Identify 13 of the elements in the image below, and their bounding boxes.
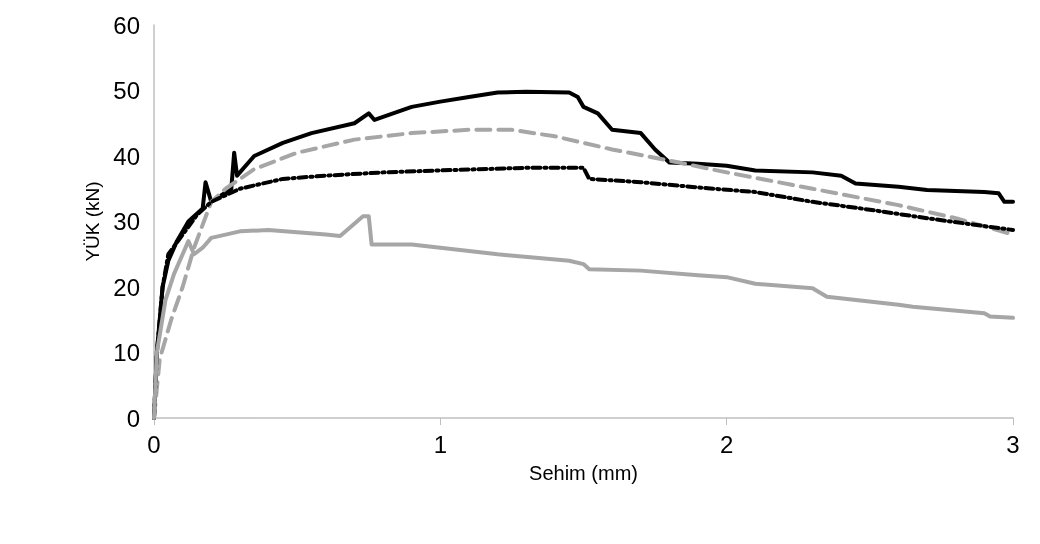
y-tick-label: 20 <box>113 273 140 301</box>
x-tick-label: 1 <box>433 430 448 458</box>
x-tick-label: 2 <box>719 430 734 458</box>
y-tick-label: 40 <box>113 142 140 170</box>
y-tick-label: 50 <box>113 77 140 104</box>
y-tick-label: 60 <box>113 11 140 39</box>
y-tick-label: 10 <box>113 339 140 366</box>
y-axis-title: YÜK (kN) <box>82 181 104 262</box>
x-axis-title: Sehim (mm) <box>529 462 638 484</box>
x-tick-label: 3 <box>1006 430 1020 458</box>
x-tick-label: 0 <box>147 430 161 458</box>
y-tick-label: 30 <box>113 208 140 235</box>
y-tick-label: 0 <box>126 404 140 432</box>
